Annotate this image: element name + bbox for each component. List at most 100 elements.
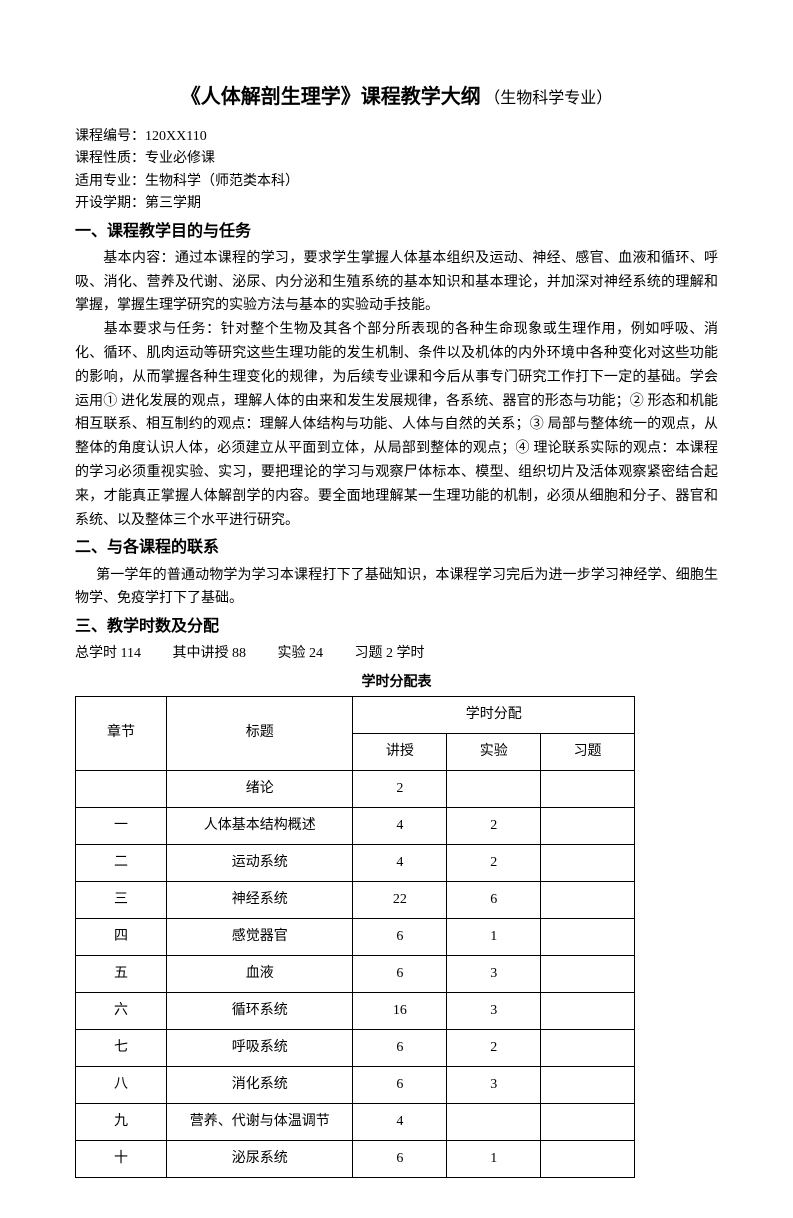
table-row: 四 感觉器官 6 1 bbox=[76, 918, 635, 955]
meta-nature-value: 专业必修课 bbox=[145, 151, 215, 166]
cell-exercise bbox=[541, 770, 635, 807]
table-row: 五 血液 6 3 bbox=[76, 955, 635, 992]
meta-code: 课程编号：120XX110 bbox=[75, 126, 718, 148]
cell-title: 运动系统 bbox=[167, 844, 353, 881]
cell-exercise bbox=[541, 844, 635, 881]
cell-lab: 3 bbox=[447, 955, 541, 992]
th-chapter: 章节 bbox=[76, 696, 167, 770]
meta-nature-label: 课程性质： bbox=[75, 151, 145, 166]
hours-lecture: 其中讲授 88 bbox=[172, 646, 246, 661]
th-title: 标题 bbox=[167, 696, 353, 770]
meta-major-value: 生物科学（师范类本科） bbox=[145, 174, 299, 189]
cell-chapter: 六 bbox=[76, 992, 167, 1029]
allocation-table: 章节 标题 学时分配 讲授 实验 习题 绪论 2 一 人体基本结构概述 4 bbox=[75, 696, 635, 1178]
cell-chapter: 八 bbox=[76, 1066, 167, 1103]
cell-lab bbox=[447, 770, 541, 807]
table-body: 绪论 2 一 人体基本结构概述 4 2 二 运动系统 4 2 三 神 bbox=[76, 770, 635, 1177]
hours-lab: 实验 24 bbox=[277, 646, 323, 661]
table-row: 六 循环系统 16 3 bbox=[76, 992, 635, 1029]
cell-lab: 1 bbox=[447, 918, 541, 955]
cell-chapter: 十 bbox=[76, 1140, 167, 1177]
th-lecture: 讲授 bbox=[353, 733, 447, 770]
cell-lab: 1 bbox=[447, 1140, 541, 1177]
cell-lecture: 16 bbox=[353, 992, 447, 1029]
cell-exercise bbox=[541, 881, 635, 918]
section3-heading: 三、教学时数及分配 bbox=[75, 613, 718, 640]
table-row: 十 泌尿系统 6 1 bbox=[76, 1140, 635, 1177]
cell-lab: 3 bbox=[447, 992, 541, 1029]
page-container: 《人体解剖生理学》课程教学大纲 （生物科学专业） 课程编号：120XX110 课… bbox=[0, 0, 793, 1218]
cell-lab: 2 bbox=[447, 1029, 541, 1066]
cell-title: 人体基本结构概述 bbox=[167, 807, 353, 844]
section2-heading: 二、与各课程的联系 bbox=[75, 534, 718, 561]
cell-lecture: 6 bbox=[353, 1029, 447, 1066]
cell-chapter: 一 bbox=[76, 807, 167, 844]
meta-semester: 开设学期：第三学期 bbox=[75, 193, 718, 215]
cell-chapter bbox=[76, 770, 167, 807]
meta-semester-label: 开设学期： bbox=[75, 196, 145, 211]
cell-lecture: 6 bbox=[353, 1140, 447, 1177]
meta-semester-value: 第三学期 bbox=[145, 196, 201, 211]
cell-exercise bbox=[541, 918, 635, 955]
cell-title: 泌尿系统 bbox=[167, 1140, 353, 1177]
cell-exercise bbox=[541, 955, 635, 992]
table-row: 一 人体基本结构概述 4 2 bbox=[76, 807, 635, 844]
title-sub: （生物科学专业） bbox=[484, 90, 612, 107]
hours-line: 总学时 114 其中讲授 88 实验 24 习题 2 学时 bbox=[75, 642, 718, 666]
cell-title: 消化系统 bbox=[167, 1066, 353, 1103]
cell-chapter: 二 bbox=[76, 844, 167, 881]
table-row: 三 神经系统 22 6 bbox=[76, 881, 635, 918]
section1-p2-text: 基本要求与任务：针对整个生物及其各个部分所表现的各种生命现象或生理作用，例如呼吸… bbox=[75, 322, 718, 527]
cell-lecture: 4 bbox=[353, 844, 447, 881]
cell-lab: 3 bbox=[447, 1066, 541, 1103]
cell-title: 血液 bbox=[167, 955, 353, 992]
cell-chapter: 七 bbox=[76, 1029, 167, 1066]
cell-exercise bbox=[541, 807, 635, 844]
cell-lab: 2 bbox=[447, 807, 541, 844]
meta-code-value: 120XX110 bbox=[145, 129, 207, 144]
cell-lab: 6 bbox=[447, 881, 541, 918]
section2-p1-text: 第一学年的普通动物学为学习本课程打下了基础知识，本课程学习完后为进一步学习神经学… bbox=[75, 568, 718, 607]
cell-chapter: 五 bbox=[76, 955, 167, 992]
section1-p2: 基本要求与任务：针对整个生物及其各个部分所表现的各种生命现象或生理作用，例如呼吸… bbox=[75, 318, 718, 532]
cell-title: 感觉器官 bbox=[167, 918, 353, 955]
cell-chapter: 三 bbox=[76, 881, 167, 918]
cell-lecture: 6 bbox=[353, 955, 447, 992]
cell-lecture: 22 bbox=[353, 881, 447, 918]
cell-chapter: 四 bbox=[76, 918, 167, 955]
cell-title: 呼吸系统 bbox=[167, 1029, 353, 1066]
table-row: 绪论 2 bbox=[76, 770, 635, 807]
table-title: 学时分配表 bbox=[75, 670, 718, 694]
meta-code-label: 课程编号： bbox=[75, 129, 145, 144]
table-head: 章节 标题 学时分配 讲授 实验 习题 bbox=[76, 696, 635, 770]
table-header-row-1: 章节 标题 学时分配 bbox=[76, 696, 635, 733]
th-exercise: 习题 bbox=[541, 733, 635, 770]
cell-title: 循环系统 bbox=[167, 992, 353, 1029]
cell-title: 绪论 bbox=[167, 770, 353, 807]
cell-exercise bbox=[541, 1140, 635, 1177]
cell-lecture: 2 bbox=[353, 770, 447, 807]
table-row: 八 消化系统 6 3 bbox=[76, 1066, 635, 1103]
th-lab: 实验 bbox=[447, 733, 541, 770]
title-main: 《人体解剖生理学》课程教学大纲 bbox=[181, 86, 481, 108]
cell-exercise bbox=[541, 1029, 635, 1066]
cell-exercise bbox=[541, 1066, 635, 1103]
cell-lecture: 4 bbox=[353, 807, 447, 844]
cell-lab: 2 bbox=[447, 844, 541, 881]
section1-heading: 一、课程教学目的与任务 bbox=[75, 218, 718, 245]
section1-p1: 基本内容：通过本课程的学习，要求学生掌握人体基本组织及运动、神经、感官、血液和循… bbox=[75, 247, 718, 318]
th-alloc: 学时分配 bbox=[353, 696, 635, 733]
cell-lecture: 6 bbox=[353, 1066, 447, 1103]
cell-exercise bbox=[541, 992, 635, 1029]
section2-p1: 第一学年的普通动物学为学习本课程打下了基础知识，本课程学习完后为进一步学习神经学… bbox=[75, 564, 718, 612]
hours-exercise: 习题 2 学时 bbox=[354, 646, 424, 661]
cell-lecture: 6 bbox=[353, 918, 447, 955]
meta-nature: 课程性质：专业必修课 bbox=[75, 148, 718, 170]
meta-major: 适用专业：生物科学（师范类本科） bbox=[75, 171, 718, 193]
section1-p1-text: 基本内容：通过本课程的学习，要求学生掌握人体基本组织及运动、神经、感官、血液和循… bbox=[75, 251, 718, 314]
cell-title: 神经系统 bbox=[167, 881, 353, 918]
hours-total: 总学时 114 bbox=[75, 646, 141, 661]
table-row: 七 呼吸系统 6 2 bbox=[76, 1029, 635, 1066]
document-title: 《人体解剖生理学》课程教学大纲 （生物科学专业） bbox=[75, 80, 718, 114]
meta-major-label: 适用专业： bbox=[75, 174, 145, 189]
